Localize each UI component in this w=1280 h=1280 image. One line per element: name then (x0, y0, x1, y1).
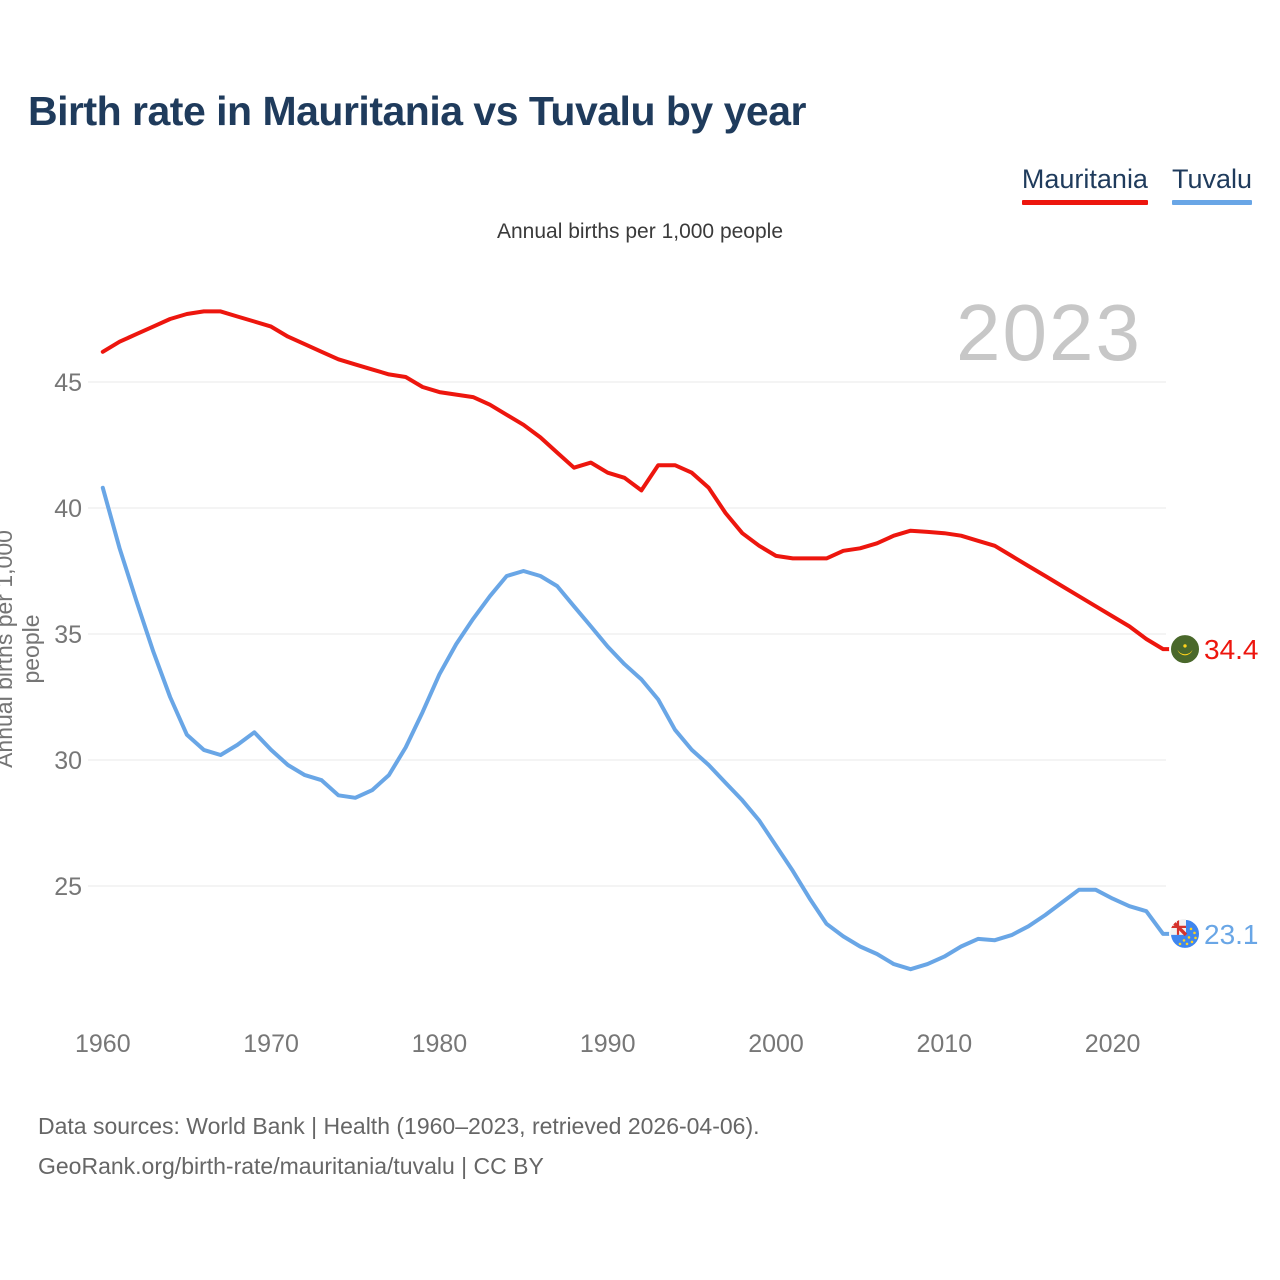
legend-label-tuvalu: Tuvalu (1171, 164, 1252, 194)
mauritania-end-value: 34.4 (1204, 634, 1259, 665)
legend-item-tuvalu[interactable]: Tuvalu (1171, 164, 1252, 205)
y-tick-label-45: 45 (54, 369, 82, 397)
footer: Data sources: World Bank | Health (1960–… (38, 1106, 760, 1186)
x-tick-label-2000: 2000 (748, 1030, 804, 1058)
tuvalu-line (100, 485, 1174, 972)
legend: Mauritania Tuvalu (1021, 164, 1252, 205)
footer-sources-line: Data sources: World Bank | Health (1960–… (38, 1113, 760, 1139)
y-tick-label-35: 35 (54, 621, 82, 649)
x-tick-label-1960: 1960 (75, 1030, 131, 1058)
y-tick-label-40: 40 (54, 495, 82, 523)
tuvalu-end-value: 23.1 (1204, 919, 1259, 950)
footer-credit-line: GeoRank.org/birth-rate/mauritania/tuvalu… (38, 1153, 544, 1179)
tuvalu-flag-icon (1169, 917, 1201, 950)
y-tick-label-30: 30 (54, 747, 82, 775)
chart-subtitle: Annual births per 1,000 people (496, 220, 784, 243)
legend-swatch-tuvalu (1171, 199, 1252, 205)
y-tick-label-25: 25 (54, 873, 82, 901)
x-tick-label-2020: 2020 (1085, 1030, 1141, 1058)
legend-swatch-mauritania (1021, 199, 1148, 205)
mauritania-flag-icon (1169, 633, 1201, 666)
x-tick-label-2010: 2010 (916, 1030, 972, 1058)
x-tick-label-1990: 1990 (580, 1030, 636, 1058)
mauritania-line (100, 309, 1174, 652)
x-tick-label-1980: 1980 (412, 1030, 468, 1058)
legend-label-mauritania: Mauritania (1021, 164, 1148, 194)
year-watermark: 2023 (956, 288, 1142, 377)
legend-item-mauritania[interactable]: Mauritania (1021, 164, 1148, 205)
page-title: Birth rate in Mauritania vs Tuvalu by ye… (28, 88, 806, 134)
x-tick-label-1970: 1970 (243, 1030, 299, 1058)
